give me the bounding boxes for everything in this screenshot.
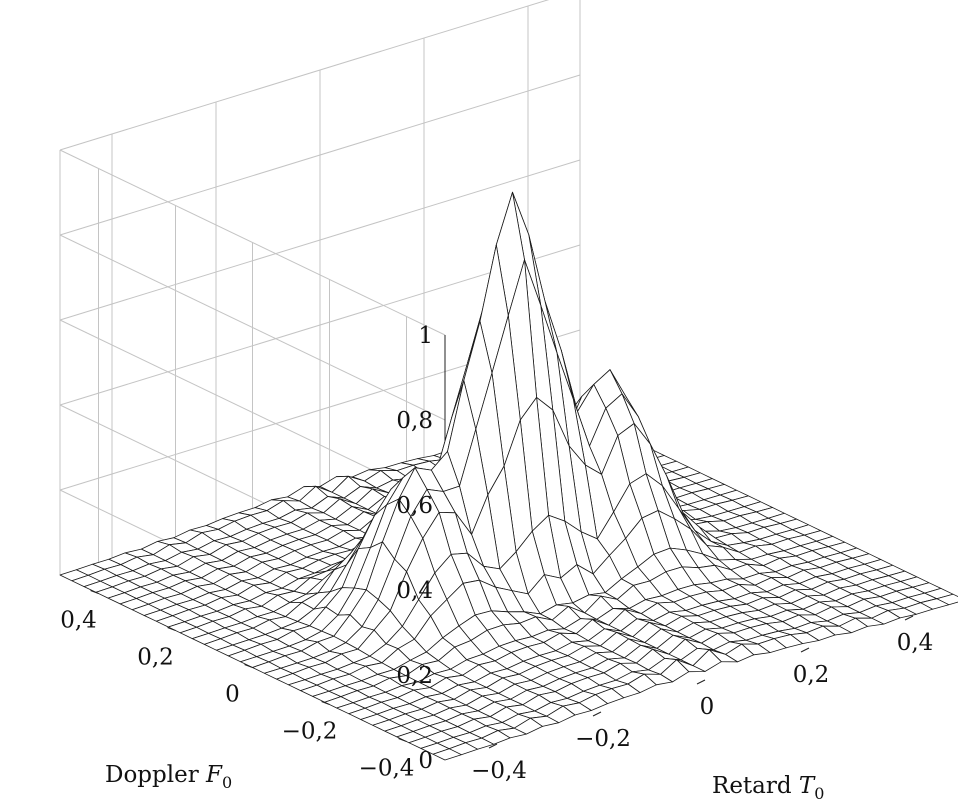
y-tick-label: 0,4	[60, 608, 97, 634]
z-tick-label: 1	[418, 323, 433, 349]
y-tick-label: −0,4	[359, 756, 415, 782]
y-tick-label: 0,2	[137, 645, 174, 671]
x-tick-label: 0	[700, 694, 715, 720]
mesh-cell	[432, 748, 462, 761]
z-tick-label: 0,8	[396, 408, 433, 434]
x-tick-label: 0,4	[897, 630, 934, 656]
z-tick-label: 0,6	[396, 493, 433, 519]
y-tick-mark	[321, 701, 330, 705]
y-tick-label: −0,2	[282, 719, 338, 745]
z-tick-label: 0	[418, 748, 433, 774]
y-tick-mark	[244, 664, 253, 668]
z-tick-label: 0,2	[396, 663, 433, 689]
y-tick-label: 0	[225, 682, 240, 708]
y-axis-label: Doppler F0	[105, 762, 232, 792]
y-tick-mark	[90, 590, 99, 594]
x-tick-mark	[488, 743, 498, 749]
tick-labels: 0 0,2 0,4 0,6 0,8 1 −0,4 −0,2 0 0,2 0,4 −0,4 −0,2 0 0,…	[60, 323, 933, 784]
x-tick-mark	[904, 615, 914, 621]
x-tick-mark	[592, 711, 602, 717]
x-tick-mark	[696, 679, 706, 685]
x-tick-label: 0,2	[793, 662, 830, 688]
surface-mesh	[59, 191, 958, 761]
y-tick-mark	[167, 627, 176, 631]
y-tick-mark	[398, 738, 407, 742]
x-tick-label: −0,4	[471, 758, 527, 784]
x-axis-label: Retard T0	[712, 773, 824, 803]
z-tick-label: 0,4	[396, 578, 433, 604]
x-tick-mark	[800, 647, 810, 653]
x-tick-label: −0,2	[575, 726, 631, 752]
